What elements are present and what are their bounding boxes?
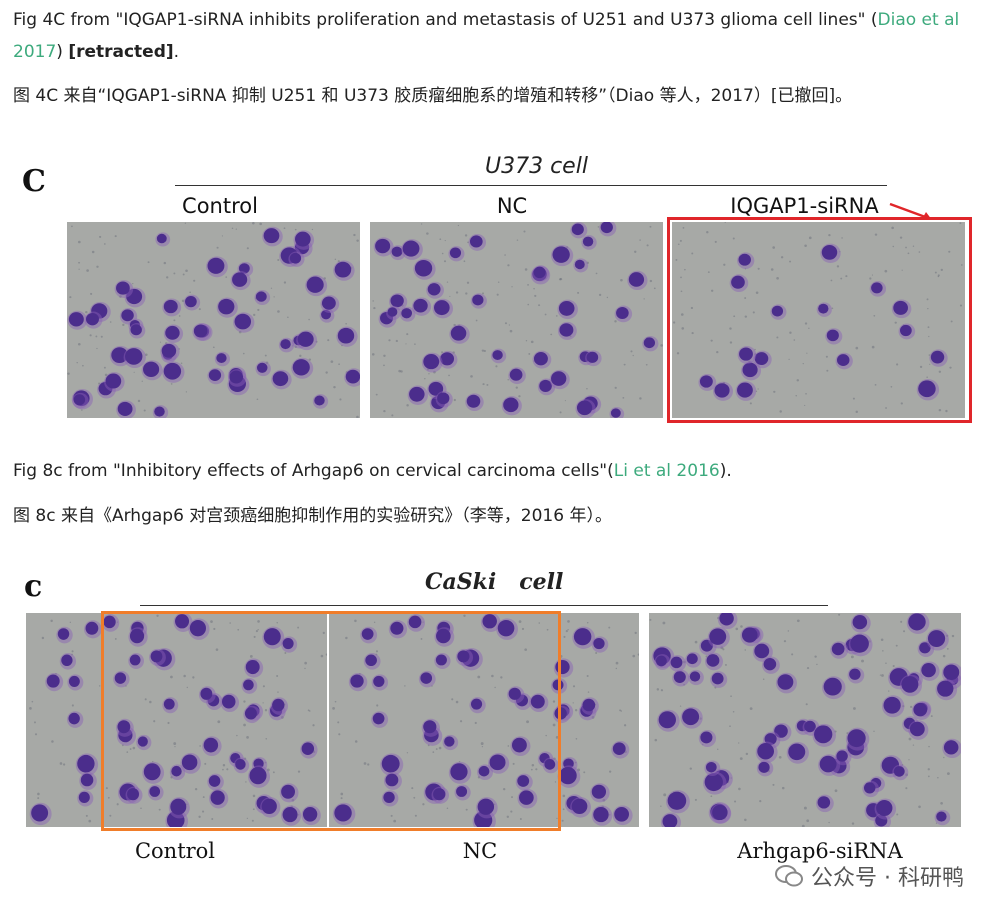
micrograph-nc bbox=[329, 613, 639, 827]
label-nc: NC bbox=[462, 839, 498, 863]
watermark: 公众号 · 科研鸭 bbox=[775, 860, 964, 892]
cell-line-title: U373 cell bbox=[485, 154, 588, 179]
watermark-text: 公众号 · 科研鸭 bbox=[811, 866, 964, 891]
caption-text: ). bbox=[719, 461, 732, 481]
panel-letter: c bbox=[24, 569, 43, 604]
label-arhgap6-sirna: Arhgap6-siRNA bbox=[737, 839, 903, 863]
retracted-label: [retracted] bbox=[68, 42, 174, 62]
panel-letter: C bbox=[22, 164, 46, 199]
citation-link-li[interactable]: Li et al 2016 bbox=[613, 461, 720, 481]
highlight-box-red bbox=[667, 217, 972, 423]
figure-caski: c CaSki cell Control NC Arhgap6-siRNA bbox=[0, 565, 994, 865]
citation-link-diao[interactable]: Diao et al 2017 bbox=[13, 10, 960, 62]
micrograph-iqgap1-sirna bbox=[672, 222, 965, 418]
fig8-caption-zh: 图 8c 来自《Arhgap6 对宫颈癌细胞抑制作用的实验研究》（李等，2016… bbox=[13, 506, 612, 526]
caption-text: . bbox=[173, 42, 180, 62]
highlight-box-orange bbox=[101, 611, 561, 831]
micrograph-control bbox=[67, 222, 360, 418]
group-underline bbox=[140, 605, 828, 606]
cell-line-title: CaSki cell bbox=[425, 569, 564, 595]
label-control: Control bbox=[182, 194, 258, 218]
fig4-caption-zh: 图 4C 来自“IQGAP1-siRNA 抑制 U251 和 U373 胶质瘤细… bbox=[13, 86, 853, 106]
caption-text: Fig 8c from "Inhibitory effects of Arhga… bbox=[13, 461, 614, 481]
micrograph-nc bbox=[370, 222, 663, 418]
fig8-caption-en: Fig 8c from "Inhibitory effects of Arhga… bbox=[13, 455, 983, 487]
wechat-icon bbox=[775, 865, 804, 887]
caption-text: ) bbox=[56, 42, 69, 62]
fig4-caption-en: Fig 4C from "IQGAP1-siRNA inhibits proli… bbox=[13, 4, 983, 68]
caption-text: Fig 4C from "IQGAP1-siRNA inhibits proli… bbox=[13, 10, 878, 30]
label-nc: NC bbox=[496, 194, 528, 218]
figure-u373: C U373 cell Control NC IQGAP1-siRNA bbox=[0, 140, 994, 430]
label-control: Control bbox=[134, 839, 216, 863]
micrograph-control bbox=[26, 613, 327, 827]
group-underline bbox=[175, 185, 887, 186]
micrograph-arhgap6-sirna bbox=[649, 613, 961, 827]
label-iqgap1-sirna: IQGAP1-siRNA bbox=[730, 194, 879, 218]
